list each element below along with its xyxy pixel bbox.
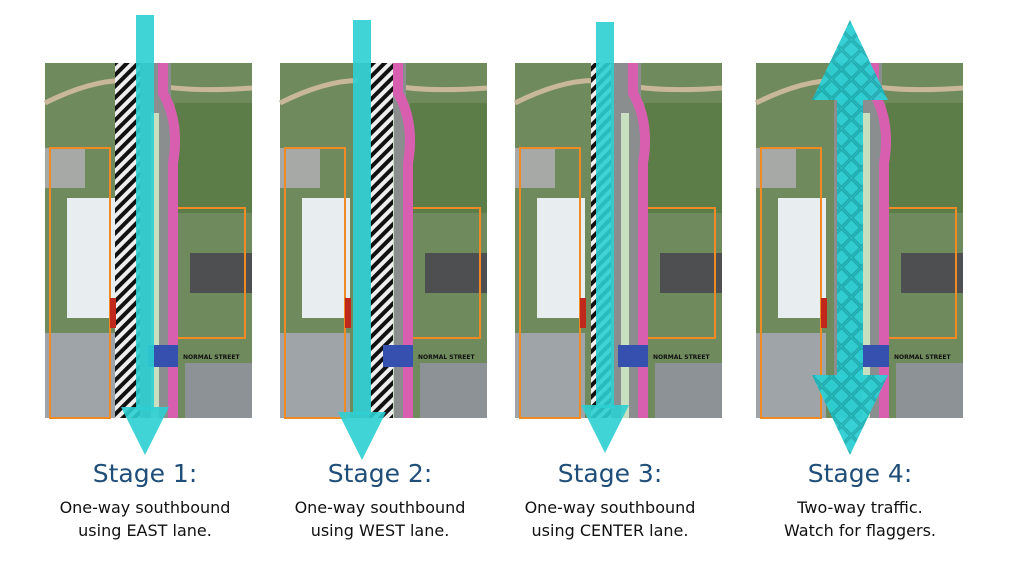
arrow-head xyxy=(121,407,169,455)
sidewalk xyxy=(151,113,159,418)
arrow-shaft xyxy=(596,22,614,408)
curb-marker xyxy=(821,298,827,328)
building xyxy=(280,148,320,188)
arrow-shaft xyxy=(136,15,154,410)
building xyxy=(537,198,585,318)
sidewalk xyxy=(862,113,870,418)
closed-lane xyxy=(370,63,393,418)
building xyxy=(67,198,115,318)
building xyxy=(45,148,85,188)
building xyxy=(302,198,350,318)
lot xyxy=(655,363,722,418)
street-label: NORMAL STREET xyxy=(653,354,711,361)
building xyxy=(660,253,722,293)
sidewalk xyxy=(621,113,629,418)
building xyxy=(778,198,826,318)
arrow-head xyxy=(338,412,386,460)
grass xyxy=(410,103,487,213)
arrow-head xyxy=(812,375,888,455)
arrow-head xyxy=(581,405,629,453)
curb-marker xyxy=(345,298,351,328)
street-label: NORMAL STREET xyxy=(418,354,476,361)
stage-title: Stage 4: xyxy=(808,459,913,488)
bike-lane xyxy=(158,63,180,418)
parcel xyxy=(519,147,581,419)
stage-description: One-way southbound xyxy=(295,498,466,517)
bike-lane xyxy=(628,63,650,418)
stage-title: Stage 2: xyxy=(328,459,433,488)
stage-description: Two-way traffic. xyxy=(796,498,923,517)
arrow-head xyxy=(812,20,888,100)
crosswalk xyxy=(148,345,178,367)
lot xyxy=(896,363,963,418)
grass xyxy=(886,103,963,213)
stage-description: using WEST lane. xyxy=(311,521,450,540)
parcel xyxy=(284,147,346,419)
stage-description: using EAST lane. xyxy=(78,521,212,540)
arrow-shaft xyxy=(837,95,863,380)
crosswalk xyxy=(383,345,413,367)
lot xyxy=(280,333,350,418)
stage-title: Stage 3: xyxy=(558,459,663,488)
curb-marker xyxy=(580,298,586,328)
stage-description: using CENTER lane. xyxy=(532,521,689,540)
map: NORMAL STREET xyxy=(278,63,488,419)
arrow-shaft xyxy=(353,20,371,415)
crosswalk xyxy=(618,345,648,367)
street-label: NORMAL STREET xyxy=(894,354,952,361)
building xyxy=(901,253,963,293)
curb-marker xyxy=(110,298,116,328)
grass xyxy=(645,103,722,213)
parcel xyxy=(760,147,822,419)
panel: NORMAL STREET Stage 1: One-way southbound u… xyxy=(43,15,253,540)
building xyxy=(190,253,252,293)
closed-lane xyxy=(115,63,140,418)
lot xyxy=(420,363,487,418)
panel: NORMAL STREET Stage 4: Two-way traffic. Wat… xyxy=(754,20,964,540)
stage-description: Watch for flaggers. xyxy=(784,521,936,540)
crosswalk xyxy=(859,345,889,367)
building xyxy=(756,148,796,188)
stage-title: Stage 1: xyxy=(93,459,198,488)
lot xyxy=(185,363,252,418)
building xyxy=(515,148,555,188)
stage-description: One-way southbound xyxy=(525,498,696,517)
street-label: NORMAL STREET xyxy=(183,354,241,361)
map: NORMAL STREET xyxy=(513,63,723,419)
panel: NORMAL STREET Stage 3: One-way southbound u… xyxy=(513,22,723,540)
grass xyxy=(175,103,252,213)
parcel xyxy=(49,147,111,419)
panel: NORMAL STREET Stage 2: One-way southbound u… xyxy=(278,20,488,540)
lot xyxy=(45,333,115,418)
bike-lane xyxy=(393,63,415,418)
stage-description: One-way southbound xyxy=(60,498,231,517)
lot xyxy=(515,333,585,418)
building xyxy=(425,253,487,293)
